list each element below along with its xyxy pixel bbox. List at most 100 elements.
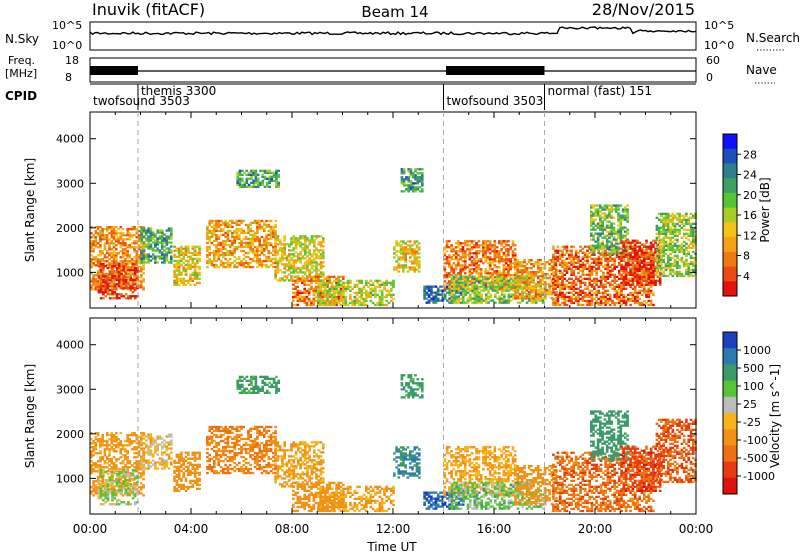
power-cell — [602, 277, 605, 280]
power-cell — [493, 254, 497, 257]
power-cell — [514, 293, 517, 296]
power-cell — [105, 280, 109, 283]
power-cell — [258, 223, 261, 227]
power-cell — [259, 181, 262, 184]
power-cell — [430, 293, 433, 296]
power-cell — [494, 293, 497, 296]
power-cell — [92, 262, 95, 265]
power-cell — [263, 259, 266, 263]
power-cell — [565, 263, 569, 266]
power-cell — [610, 228, 613, 231]
power-cell — [99, 287, 103, 290]
power-cell — [92, 236, 95, 239]
power-cell — [206, 247, 209, 251]
power-cell — [629, 245, 632, 248]
power-cell — [473, 278, 476, 281]
power-cell — [244, 223, 248, 227]
power-cell — [565, 257, 569, 260]
power-cell — [319, 243, 323, 246]
power-cell — [470, 256, 474, 259]
power-cell — [579, 281, 582, 284]
power-cell — [624, 216, 627, 219]
power-cell — [500, 301, 504, 304]
power-cell — [128, 228, 132, 231]
power-cell — [99, 289, 103, 292]
power-cell — [574, 261, 578, 264]
power-cell — [290, 257, 293, 260]
power-cell — [332, 275, 336, 278]
power-cell — [605, 220, 609, 223]
power-cell — [215, 259, 218, 263]
power-cell — [488, 244, 492, 247]
power-cell — [238, 233, 241, 237]
power-cell — [640, 285, 644, 288]
power-cell — [619, 230, 623, 233]
power-cell — [482, 250, 485, 253]
power-cell — [409, 174, 413, 177]
power-cell — [175, 275, 179, 278]
power-cell — [561, 287, 564, 290]
power-cell — [272, 171, 276, 174]
power-cell — [615, 265, 619, 268]
power-cell — [210, 259, 214, 263]
power-cell — [105, 250, 109, 253]
power-cell — [319, 289, 323, 292]
power-cell — [303, 237, 307, 240]
power-cell — [151, 241, 155, 244]
power-cell — [612, 244, 616, 247]
power-cell — [296, 303, 300, 307]
power-cell — [633, 271, 637, 274]
power-cell — [288, 255, 291, 258]
power-cell — [198, 245, 201, 248]
power-cell — [603, 206, 607, 209]
power-cell — [605, 244, 609, 247]
power-cell — [299, 259, 302, 262]
power-cell — [285, 277, 289, 280]
power-cell — [337, 279, 341, 282]
power-cell — [294, 251, 298, 254]
power-cell — [477, 268, 481, 271]
power-cell — [613, 263, 616, 266]
power-cell — [142, 266, 145, 269]
power-cell — [106, 283, 110, 286]
power-cell — [140, 231, 144, 234]
power-cell — [507, 270, 510, 273]
power-cell — [555, 269, 558, 272]
power-cell — [622, 249, 626, 252]
power-cell — [266, 181, 269, 184]
power-cell — [470, 272, 474, 275]
power-cell — [620, 241, 623, 244]
power-cell — [292, 271, 296, 274]
power-cell — [473, 301, 477, 304]
power-cell — [272, 235, 275, 239]
power-cell — [140, 233, 144, 236]
power-cell — [588, 245, 591, 248]
power-cell — [652, 293, 655, 296]
power-cell — [118, 285, 121, 288]
power-cell — [455, 275, 458, 278]
power-cell — [482, 277, 486, 280]
power-cell — [626, 214, 629, 217]
power-cell — [568, 255, 571, 258]
power-cell — [415, 252, 419, 255]
power-cell — [90, 250, 93, 253]
power-cell — [563, 301, 566, 305]
power-cell — [222, 221, 225, 225]
power-cell — [210, 241, 214, 245]
power-cell — [414, 186, 417, 189]
power-cell — [521, 263, 524, 266]
power-cell — [213, 227, 216, 231]
power-cell — [421, 188, 424, 191]
power-cell — [488, 268, 492, 271]
power-cell — [534, 289, 538, 292]
power-cell — [118, 271, 121, 274]
power-cell — [505, 289, 508, 292]
power-cell — [170, 261, 173, 264]
power-cell — [101, 232, 104, 235]
power-cell — [319, 301, 323, 305]
power-cell — [226, 259, 230, 263]
power-cell — [263, 249, 266, 253]
power-cell — [104, 289, 107, 292]
power-cell — [516, 263, 520, 266]
power-cell — [452, 272, 456, 275]
